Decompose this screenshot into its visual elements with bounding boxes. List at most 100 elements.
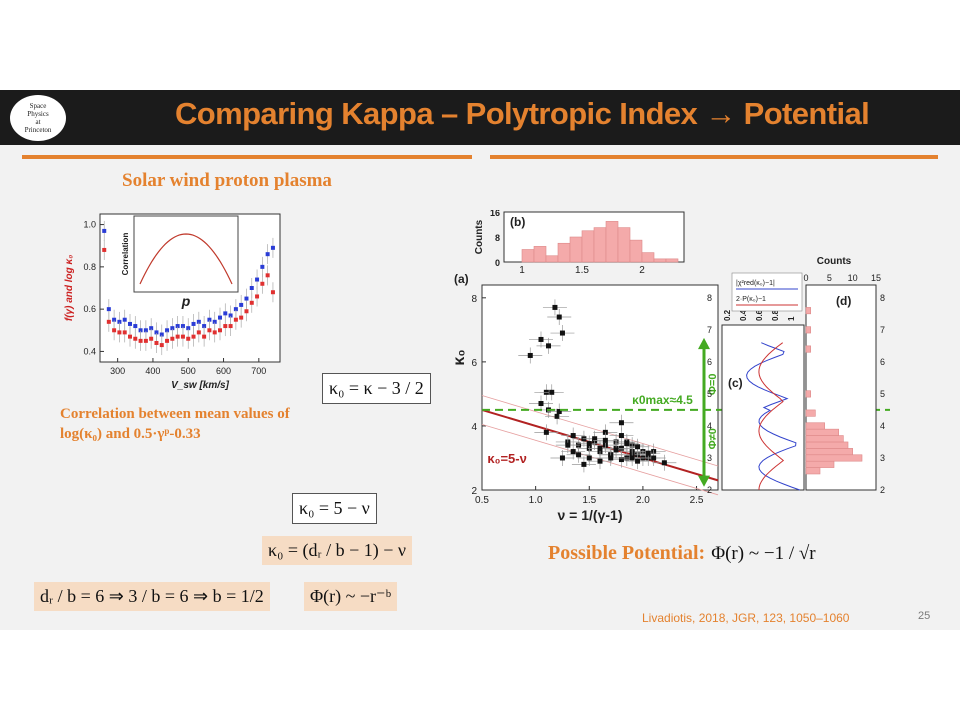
panel-b-x-tick-label: 1 [519, 265, 525, 276]
data-point [170, 336, 175, 341]
panel-d-bar [805, 390, 811, 398]
data-point [618, 457, 624, 463]
panel-c-curve-blue [746, 342, 801, 491]
panel-d-bar [805, 345, 811, 353]
phi-zero-label: Φ=0 [707, 374, 719, 396]
data-point [106, 319, 111, 324]
data-point [255, 277, 260, 282]
data-point [624, 441, 630, 447]
equation-kappa0-kappa: κ₀ = κ − 3 / 2 [322, 373, 431, 404]
panel-c-curve-red [758, 342, 785, 491]
y-tick-label: 1.0 [83, 220, 96, 230]
data-point [159, 332, 164, 337]
data-point [570, 433, 576, 439]
panel-c-y-tick-label: 5 [707, 389, 712, 399]
x-tick-label: 700 [251, 366, 266, 376]
data-point [128, 334, 132, 339]
panel-d-y-tick-label: 8 [880, 293, 885, 303]
panel-b-bar [617, 227, 631, 263]
data-point [186, 326, 191, 331]
panel-b-bar [533, 246, 547, 263]
y-axis-label: f(γ) and log κ₀ [64, 255, 75, 321]
panel-b-y-label: Counts [474, 219, 485, 254]
data-point [212, 319, 217, 324]
panel-a-x-tick-label: 1.0 [529, 495, 543, 506]
page-number: 25 [918, 610, 931, 622]
panel-c-tick-label: 0.4 [739, 309, 748, 321]
data-point [223, 324, 228, 329]
data-point [149, 326, 154, 331]
phi-arrow-head-down [698, 475, 710, 487]
data-point [556, 409, 562, 415]
data-point [239, 315, 244, 320]
panel-a-label: (a) [454, 272, 469, 286]
possible-potential-equation: Φ(r) ~ −1 / √r [711, 543, 816, 564]
panel-d-y-tick-label: 6 [880, 357, 885, 367]
correlation-text: Correlation between mean values of log(κ… [60, 406, 290, 442]
data-point [117, 330, 122, 335]
panel-a-x-tick-label: 2.0 [636, 495, 650, 506]
data-point [255, 294, 260, 299]
panel-d-y-tick-label: 3 [880, 453, 885, 463]
panel-d-x-tick-label: 10 [848, 273, 858, 283]
panel-d-bar [805, 435, 844, 443]
panel-b-bar [593, 227, 607, 263]
data-point [102, 247, 107, 252]
data-point [223, 311, 228, 316]
panel-d-bar [805, 460, 835, 468]
panel-b-y-tick-label: 8 [495, 233, 500, 243]
data-point [554, 413, 560, 419]
data-point [538, 401, 544, 407]
data-point [618, 433, 624, 439]
data-point [228, 324, 233, 329]
data-point [265, 273, 270, 278]
title-rule-right [490, 155, 938, 159]
data-point [128, 321, 132, 326]
panel-c-legend-item: |χ²red(κ₀)−1| [736, 280, 775, 287]
panel-a-x-tick-label: 1.5 [582, 495, 596, 506]
panel-d-bar [805, 428, 839, 436]
data-point [122, 317, 127, 322]
x-tick-label: 600 [216, 366, 231, 376]
data-point [581, 461, 587, 467]
data-point [196, 319, 201, 324]
data-point [180, 334, 185, 339]
data-point [556, 314, 562, 320]
data-point [597, 445, 603, 451]
data-point [138, 338, 143, 343]
data-point [570, 449, 576, 455]
panel-c-label: (c) [728, 376, 743, 390]
panel-b-bar [569, 236, 583, 263]
panel-d-bar [805, 326, 811, 334]
data-point [565, 442, 571, 448]
panel-b-bar [545, 255, 559, 263]
panel-a-y-tick-label: 4 [471, 422, 477, 433]
data-point [207, 328, 212, 333]
data-point [592, 436, 598, 442]
princeton-logo: Space Physics at Princeton [10, 95, 66, 141]
x-axis-label: V_sw [km/s] [171, 380, 229, 390]
data-point [191, 334, 196, 339]
panel-c-legend-item: 2·P(κ₀)−1 [736, 296, 766, 303]
panel-d-label: (d) [836, 294, 851, 308]
panel-c-y-tick-label: 2 [707, 485, 712, 495]
data-point [629, 455, 635, 461]
data-point [212, 330, 217, 335]
data-point [239, 302, 244, 307]
data-point [233, 317, 238, 322]
data-point [102, 228, 107, 233]
panel-d-bar [805, 409, 816, 417]
possible-potential: Possible Potential: Φ(r) ~ −1 / √r [548, 542, 816, 565]
panel-d-y-tick-label: 7 [880, 325, 885, 335]
y-tick-label: 0.4 [83, 346, 96, 356]
inset-curve [139, 233, 233, 285]
solar-wind-chart: 300 400 500 600 700 0.4 0.6 0.8 1.0 V_sw [km/s] f(… [64, 213, 281, 390]
data-point [186, 336, 191, 341]
panel-b-bar [605, 221, 619, 263]
kappa-max-label: κ0max≈4.5 [632, 393, 693, 407]
data-point [549, 389, 555, 395]
data-point [149, 336, 154, 341]
panel-c-tick-label: 0.6 [755, 309, 764, 321]
panel-c-y-tick-label: 7 [707, 325, 712, 335]
